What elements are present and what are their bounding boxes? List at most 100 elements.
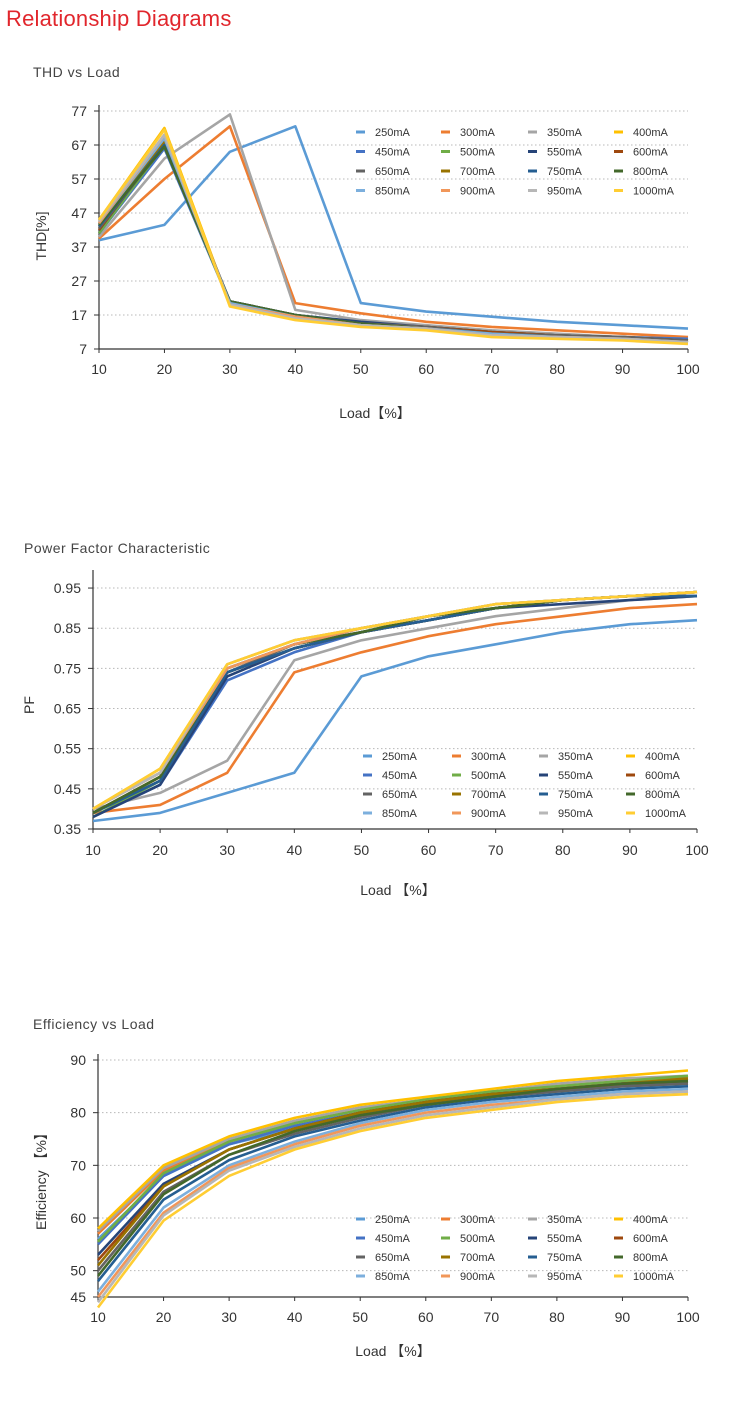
series-line-350ma [92,594,698,811]
x-tick-label: 60 [421,842,437,858]
legend-label: 1000mA [633,1271,675,1283]
x-tick-label: 30 [219,842,235,858]
chart-title-thd: THD vs Load [33,64,121,80]
series-line-1000ma [97,128,689,346]
series-line-250ma [92,618,698,823]
legend-label: 400mA [633,1214,669,1226]
legend-label: 500mA [471,770,507,782]
legend-label: 750mA [547,1252,583,1264]
x-tick-label: 20 [157,361,173,377]
x-tick-label: 30 [222,361,238,377]
legend-label: 300mA [460,1214,496,1226]
y-tick-label: 60 [70,1210,86,1226]
legend-label: 650mA [375,1252,411,1264]
legend-label: 300mA [460,127,496,139]
y-tick-label: 57 [71,171,87,187]
legend-label: 250mA [382,751,418,763]
x-tick-label: 50 [352,1309,368,1325]
y-tick-label: 90 [70,1052,86,1068]
y-axis-label: THD[%] [33,212,49,261]
legend-label: 950mA [558,808,594,820]
legend-label: 500mA [460,147,496,159]
legend-label: 350mA [558,751,594,763]
legend-label: 950mA [547,186,583,198]
legend-label: 250mA [375,1214,411,1226]
y-tick-label: 0.95 [54,580,81,596]
legend-label: 650mA [375,166,411,178]
legend-label: 300mA [471,751,507,763]
legend-label: 850mA [375,1271,411,1283]
x-tick-label: 10 [91,361,107,377]
legend-label: 350mA [547,1214,583,1226]
x-tick-label: 60 [418,1309,434,1325]
x-tick-label: 80 [549,361,565,377]
legend-label: 500mA [460,1233,496,1245]
x-tick-label: 90 [615,1309,631,1325]
legend-label: 750mA [547,166,583,178]
legend-label: 250mA [375,127,411,139]
x-tick-label: 10 [90,1309,106,1325]
series-line-300ma [92,602,698,815]
y-tick-label: 0.45 [54,781,81,797]
x-tick-label: 50 [354,842,370,858]
x-tick-label: 80 [555,842,571,858]
y-axis-label: PF [21,696,37,714]
y-axis-label: Efficiency 【%】 [33,1126,49,1230]
chart-title-pf: Power Factor Characteristic [24,540,211,556]
legend-label: 600mA [633,147,669,159]
series-line-250ma [98,125,689,330]
y-tick-label: 0.65 [54,701,81,717]
legend-label: 350mA [547,127,583,139]
legend-label: 1000mA [645,808,687,820]
legend-label: 850mA [375,186,411,198]
x-tick-label: 100 [676,361,700,377]
x-axis-label: Load【%】 [339,405,411,421]
series-line-1000ma [92,590,698,811]
pf-chart: 0.35 0.45 0.55 0.65 0.75 0.85 0.95 10 20 30 40 50 60… [21,570,709,898]
legend-label: 950mA [547,1271,583,1283]
series-line-800ma [96,1079,689,1277]
y-tick-label: 80 [70,1105,86,1121]
x-tick-label: 70 [484,361,500,377]
y-tick-label: 0.85 [54,620,81,636]
x-tick-label: 70 [488,842,504,858]
legend-label: 900mA [460,186,496,198]
series-line-400ma [97,1069,689,1230]
legend-label: 450mA [375,1233,411,1245]
x-axis-label: Load 【%】 [355,1343,430,1359]
legend-label: 800mA [633,1252,669,1264]
x-tick-label: 90 [615,361,631,377]
x-tick-label: 100 [685,842,709,858]
legend-label: 550mA [547,1233,583,1245]
series-line-750ma [96,1085,689,1283]
legend-label: 800mA [645,789,681,801]
x-tick-label: 70 [484,1309,500,1325]
chart-title-efficiency: Efficiency vs Load [33,1016,155,1032]
y-tick-label: 7 [79,341,87,357]
x-tick-label: 80 [549,1309,565,1325]
y-tick-label: 0.75 [54,660,81,676]
x-tick-label: 30 [221,1309,237,1325]
legend-label: 700mA [471,789,507,801]
legend-label: 400mA [645,751,681,763]
y-tick-label: 27 [71,273,87,289]
legend-label: 750mA [558,789,594,801]
y-tick-label: 47 [71,205,87,221]
y-tick-label: 0.35 [54,821,81,837]
page-title: Relationship Diagrams [6,6,232,31]
legend-label: 550mA [558,770,594,782]
x-tick-label: 40 [287,842,303,858]
series-line-1000ma [96,1092,689,1309]
legend-label: 800mA [633,166,669,178]
legend-label: 1000mA [633,186,675,198]
y-tick-label: 17 [71,307,87,323]
x-tick-label: 40 [288,361,304,377]
series-line-500ma [97,1074,689,1243]
y-tick-label: 77 [71,103,87,119]
legend-label: 600mA [633,1233,669,1245]
legend-label: 900mA [460,1271,496,1283]
thd-chart: 7 17 27 37 47 57 67 77 10 20 30 40 50 60 70 80 90 100 Load… [33,103,700,421]
x-tick-label: 90 [622,842,638,858]
legend-label: 400mA [633,127,669,139]
y-tick-label: 67 [71,137,87,153]
